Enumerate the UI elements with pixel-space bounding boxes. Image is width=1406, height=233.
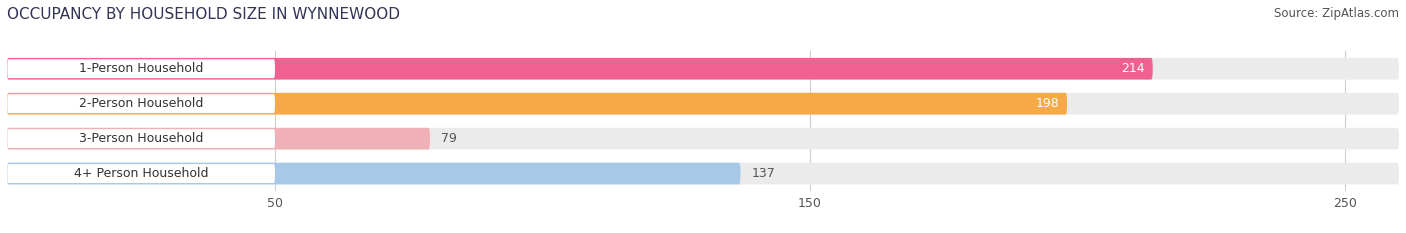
FancyBboxPatch shape [7,128,430,150]
FancyBboxPatch shape [7,94,276,113]
FancyBboxPatch shape [7,163,1399,185]
FancyBboxPatch shape [7,163,741,185]
FancyBboxPatch shape [7,93,1067,115]
Text: 198: 198 [1035,97,1059,110]
Text: Source: ZipAtlas.com: Source: ZipAtlas.com [1274,7,1399,20]
FancyBboxPatch shape [7,164,276,183]
FancyBboxPatch shape [7,58,1153,80]
Text: OCCUPANCY BY HOUSEHOLD SIZE IN WYNNEWOOD: OCCUPANCY BY HOUSEHOLD SIZE IN WYNNEWOOD [7,7,401,22]
Text: 1-Person Household: 1-Person Household [79,62,204,75]
Text: 3-Person Household: 3-Person Household [79,132,204,145]
Text: 79: 79 [440,132,457,145]
FancyBboxPatch shape [7,93,1399,115]
Text: 4+ Person Household: 4+ Person Household [75,167,208,180]
Text: 137: 137 [751,167,775,180]
Text: 214: 214 [1121,62,1144,75]
Text: 2-Person Household: 2-Person Household [79,97,204,110]
FancyBboxPatch shape [7,129,276,148]
FancyBboxPatch shape [7,58,1399,80]
FancyBboxPatch shape [7,59,276,78]
FancyBboxPatch shape [7,128,1399,150]
